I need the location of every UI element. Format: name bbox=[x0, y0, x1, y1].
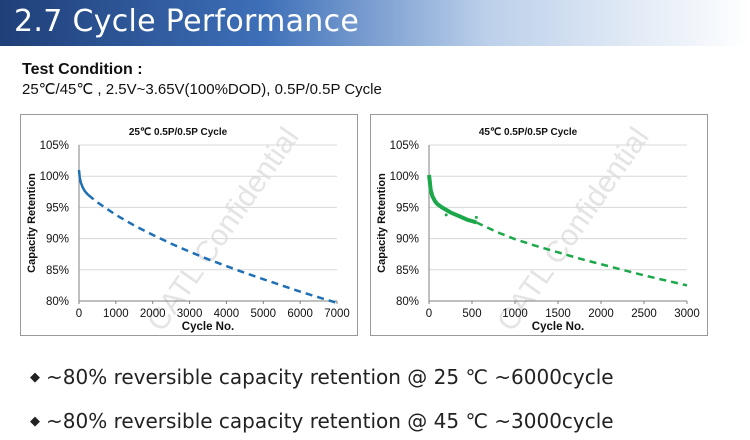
x-tick-label: 4000 bbox=[214, 308, 240, 320]
diamond-bullet-icon: ◆ bbox=[30, 370, 40, 385]
x-axis-label: Cycle No. bbox=[532, 321, 584, 333]
x-tick-label: 6000 bbox=[287, 308, 313, 320]
fitted-dashed-line bbox=[475, 221, 688, 287]
y-tick-label: 90% bbox=[396, 234, 419, 246]
y-tick-label: 105% bbox=[390, 140, 419, 152]
test-condition-label: Test Condition : bbox=[22, 61, 143, 78]
chart-panel-45c: CATL Confidential 80% 85% 90% 95% 100% 105% 0 50… bbox=[370, 114, 708, 336]
bullet-text: ~80% reversible capacity retention @ 25 … bbox=[46, 365, 614, 389]
y-tick-label: 95% bbox=[46, 202, 69, 214]
x-tick-label: 1000 bbox=[502, 308, 528, 320]
x-axis-label: Cycle No. bbox=[182, 321, 234, 333]
x-tick-label: 2500 bbox=[631, 308, 657, 320]
x-tick-label: 0 bbox=[76, 308, 82, 320]
y-tick-label: 90% bbox=[46, 234, 69, 246]
outlier-point bbox=[444, 213, 448, 217]
y-tick-label: 80% bbox=[46, 296, 69, 308]
y-tick-label: 95% bbox=[396, 202, 419, 214]
test-condition-text: 25℃/45℃ , 2.5V~3.65V(100%DOD), 0.5P/0.5P… bbox=[22, 81, 382, 98]
x-tick-label: 0 bbox=[426, 308, 432, 320]
bullet-text: ~80% reversible capacity retention @ 45 … bbox=[46, 409, 614, 433]
y-tick-label: 100% bbox=[40, 171, 69, 183]
slide-title: 2.7 Cycle Performance bbox=[14, 4, 360, 39]
y-tick-label: 80% bbox=[396, 296, 419, 308]
diamond-bullet-icon: ◆ bbox=[30, 414, 40, 429]
x-tick-label: 7000 bbox=[324, 308, 350, 320]
measured-line bbox=[427, 174, 477, 225]
x-tick-label: 5000 bbox=[250, 308, 276, 320]
x-tick-label: 1500 bbox=[545, 308, 571, 320]
x-tick-label: 2000 bbox=[588, 308, 614, 320]
outlier-point bbox=[474, 215, 478, 219]
x-tick-label: 3000 bbox=[674, 308, 700, 320]
y-tick-label: 85% bbox=[46, 265, 69, 277]
fitted-dashed-line bbox=[87, 193, 338, 305]
chart-panel-25c: CATL Confidential 80% 85% 90% 95% 100% 105% 0 10… bbox=[20, 114, 358, 336]
title-bar: 2.7 Cycle Performance bbox=[0, 0, 750, 46]
y-axis-label: Capacity Retention bbox=[376, 173, 388, 273]
chart-title: 45℃ 0.5P/0.5P Cycle bbox=[479, 127, 578, 138]
bullet-item: ◆ ~80% reversible capacity retention @ 45… bbox=[30, 409, 730, 439]
chart-title: 25℃ 0.5P/0.5P Cycle bbox=[129, 127, 228, 138]
x-tick-label: 1000 bbox=[103, 308, 129, 320]
y-axis-label: Capacity Retention bbox=[26, 173, 38, 273]
x-tick-label: 500 bbox=[462, 308, 481, 320]
x-tick-label: 3000 bbox=[177, 308, 203, 320]
plot-area bbox=[79, 145, 337, 301]
y-tick-label: 100% bbox=[390, 171, 419, 183]
bullet-item: ◆ ~80% reversible capacity retention @ 25… bbox=[30, 365, 730, 395]
measured-line bbox=[77, 169, 90, 196]
x-tick-label: 2000 bbox=[140, 308, 166, 320]
y-tick-label: 85% bbox=[396, 265, 419, 277]
y-tick-label: 105% bbox=[40, 140, 69, 152]
